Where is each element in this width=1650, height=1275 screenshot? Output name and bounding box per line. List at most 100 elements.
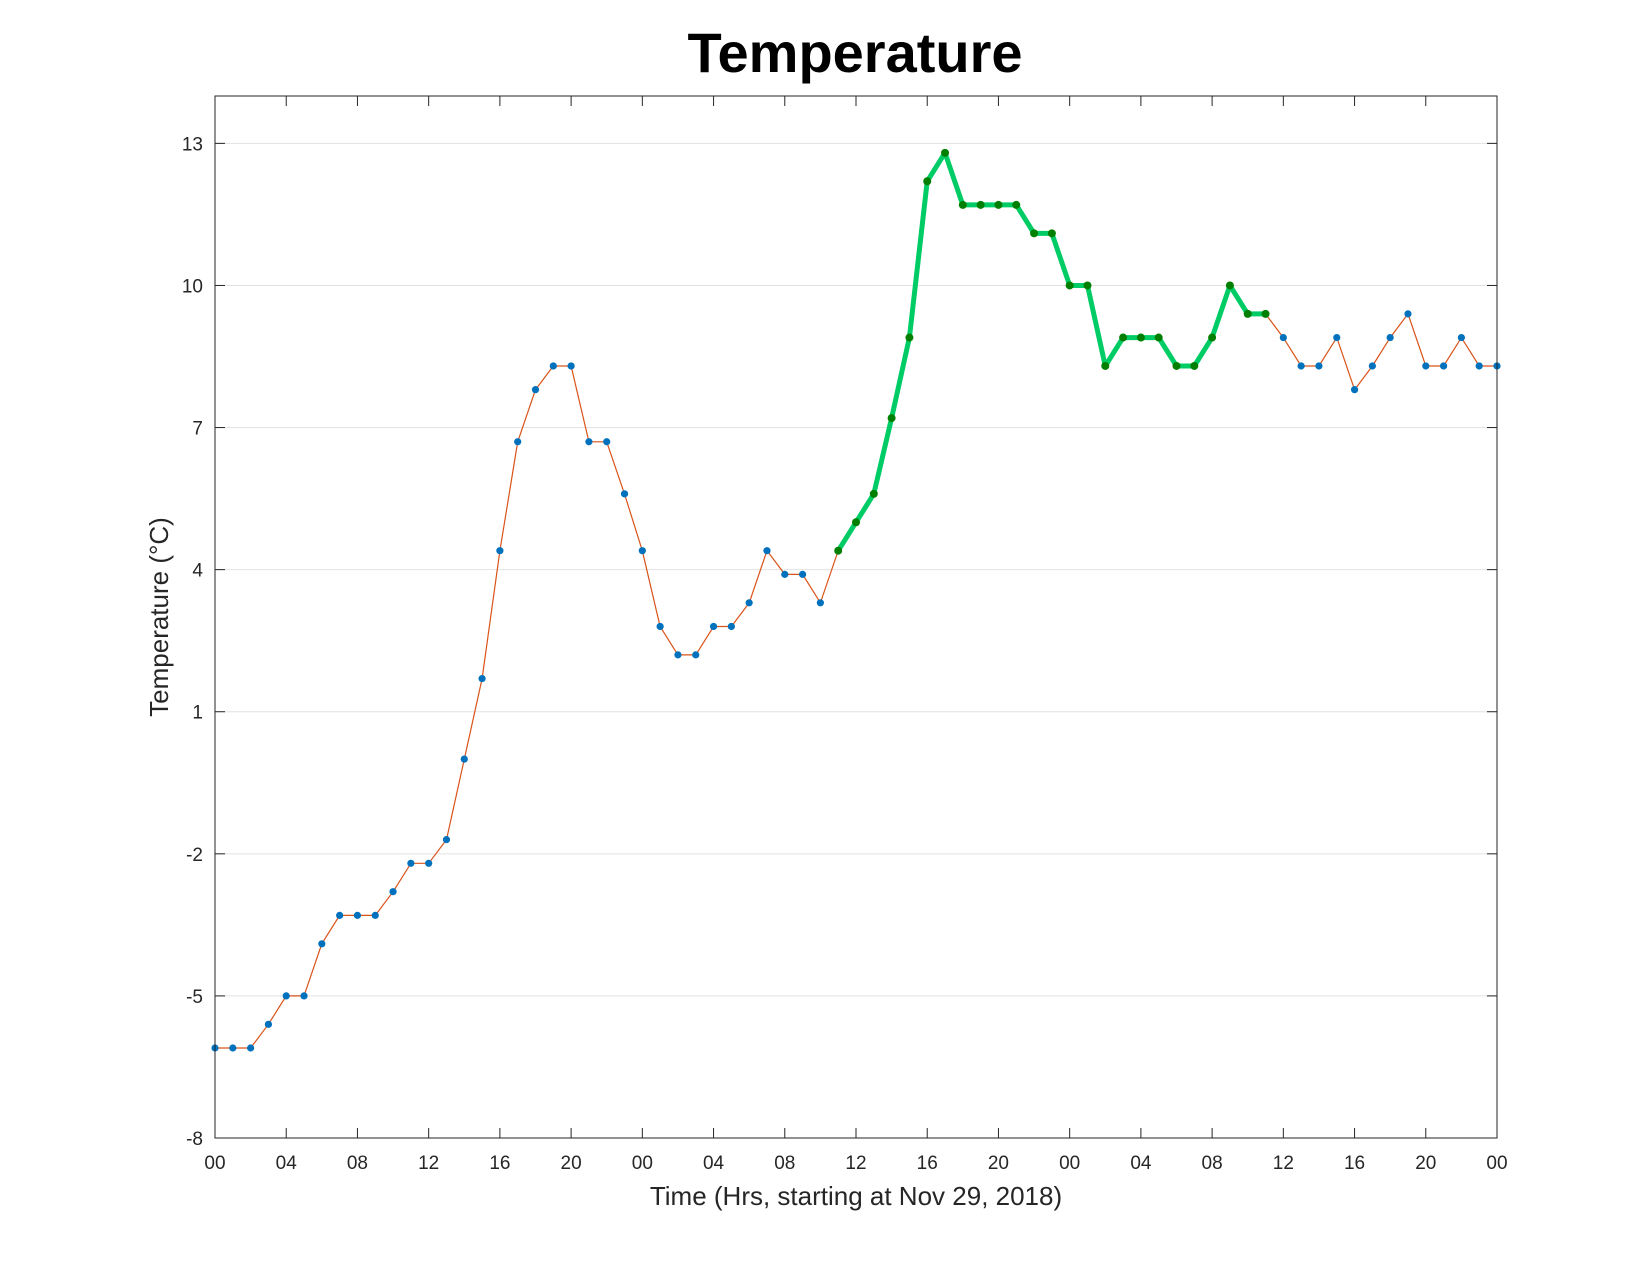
highlight-data-point (941, 148, 950, 157)
data-point (531, 386, 540, 394)
highlight-data-point (1101, 361, 1110, 370)
highlight-data-point (976, 200, 985, 209)
data-point (1350, 386, 1359, 394)
data-point (638, 547, 646, 555)
y-tick-label: 1 (192, 703, 203, 724)
data-point (674, 651, 682, 659)
data-point (442, 836, 451, 844)
data-point (763, 547, 771, 555)
chart-title: Temperature (687, 21, 1022, 84)
y-tick-label: -2 (186, 845, 203, 866)
x-tick-label: 16 (489, 1153, 510, 1174)
x-tick-label: 08 (347, 1153, 368, 1174)
highlight-data-point (1190, 361, 1199, 370)
x-tick-label: 00 (204, 1153, 225, 1174)
x-tick-label: 08 (774, 1153, 795, 1174)
highlight-data-point (1243, 309, 1252, 318)
data-point (709, 622, 718, 631)
x-tick-label: 16 (1344, 1153, 1365, 1174)
x-tick-label: 12 (418, 1153, 439, 1174)
x-tick-label: 20 (561, 1153, 582, 1174)
highlight-data-point (1136, 333, 1145, 342)
highlight-data-point (905, 333, 914, 342)
data-point (1475, 362, 1483, 370)
axes-ticks: -8 -5 -2 1 4 7 10 13 00 04 08 12 16 20 00 04 08 12 16 20 00 0… (182, 96, 1508, 1174)
data-point (567, 362, 575, 370)
x-tick-label: 12 (845, 1153, 866, 1174)
data-point (1404, 310, 1412, 318)
y-tick-label: -8 (186, 1129, 203, 1150)
highlight-data-point (852, 518, 860, 527)
series-layer (211, 148, 1501, 1052)
x-tick-label: 00 (632, 1153, 653, 1174)
highlight-data-point (834, 546, 843, 555)
data-point (318, 940, 326, 948)
data-point (798, 570, 807, 578)
data-point (282, 992, 290, 1000)
data-point (549, 362, 557, 370)
highlight-data-point (923, 177, 932, 186)
data-point (1333, 333, 1341, 342)
x-tick-label: 04 (276, 1153, 298, 1174)
data-point (425, 859, 433, 867)
x-tick-label: 00 (1486, 1153, 1507, 1174)
y-tick-label: 10 (182, 276, 203, 297)
data-point (727, 622, 735, 631)
data-point (389, 888, 397, 896)
y-tick-label: -5 (186, 987, 203, 1008)
data-point (745, 599, 753, 607)
x-tick-label: 04 (703, 1153, 725, 1174)
data-point (496, 547, 504, 555)
highlight-line (836, 150, 1266, 553)
data-point (585, 438, 593, 446)
data-point (656, 622, 664, 631)
highlight-data-point (1030, 229, 1039, 238)
data-point (1422, 362, 1430, 370)
data-point (1279, 333, 1287, 342)
data-point (1386, 333, 1394, 342)
data-point (1457, 333, 1465, 342)
plot-frame (214, 95, 1498, 1139)
data-point (620, 490, 629, 498)
highlight-data-point (887, 414, 896, 423)
data-point (247, 1044, 255, 1052)
highlight-data-point (869, 489, 878, 498)
highlight-data-point (1083, 281, 1092, 290)
highlight-data-point (1012, 200, 1021, 209)
data-point (514, 438, 522, 446)
data-point (1315, 362, 1323, 370)
data-point (478, 674, 486, 683)
x-tick-label: 04 (1130, 1153, 1152, 1174)
data-point (300, 992, 308, 1000)
data-point (692, 651, 700, 659)
data-point (336, 911, 344, 919)
x-tick-label: 12 (1273, 1153, 1294, 1174)
data-point (603, 438, 611, 446)
data-point (1439, 362, 1448, 370)
data-point (371, 911, 379, 919)
x-tick-label: 08 (1202, 1153, 1223, 1174)
temperature-line (215, 151, 1497, 1049)
x-tick-label: 16 (917, 1153, 938, 1174)
grid-lines (215, 142, 1497, 997)
data-point (1297, 362, 1305, 370)
y-tick-label: 7 (192, 419, 203, 440)
y-tick-label: 13 (182, 134, 203, 155)
data-point (353, 911, 362, 919)
data-point (816, 599, 824, 607)
highlight-data-point (958, 200, 967, 209)
y-tick-label: 4 (192, 561, 203, 582)
highlight-data-point (994, 200, 1003, 209)
y-axis-label: Temperature (°C) (144, 517, 174, 717)
highlight-data-point (1208, 333, 1217, 342)
highlight-data-point (1065, 281, 1074, 290)
data-point (264, 1020, 273, 1028)
data-point (229, 1044, 237, 1052)
x-tick-label: 20 (988, 1153, 1009, 1174)
highlight-data-point (1119, 333, 1128, 342)
data-point (781, 570, 789, 578)
data-point (460, 755, 468, 763)
x-axis-label: Time (Hrs, starting at Nov 29, 2018) (650, 1181, 1062, 1211)
highlight-data-point (1047, 229, 1056, 238)
x-tick-label: 00 (1059, 1153, 1080, 1174)
